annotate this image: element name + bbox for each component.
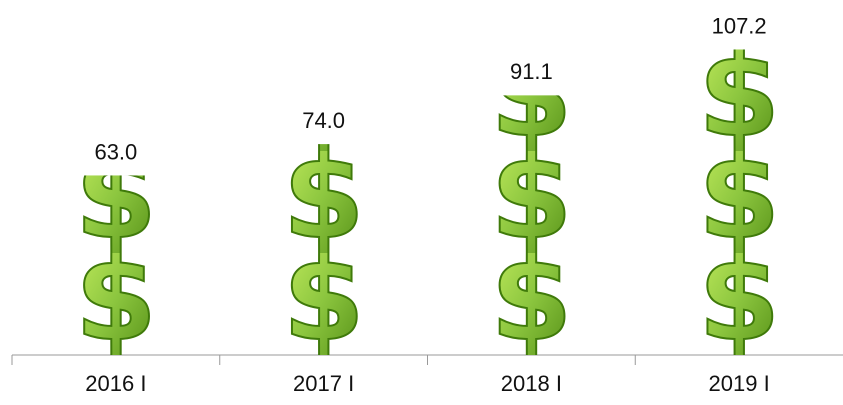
value-label: 91.1 xyxy=(510,59,553,84)
bar xyxy=(491,95,572,356)
x-tick-label: 2019 I xyxy=(709,371,770,396)
value-label: 74.0 xyxy=(302,108,345,133)
x-tick-label: 2016 I xyxy=(85,371,146,396)
bar xyxy=(699,49,780,355)
value-label: 63.0 xyxy=(94,139,137,164)
x-tick-label: 2017 I xyxy=(293,371,354,396)
x-tick-label: 2018 I xyxy=(501,371,562,396)
value-label: 107.2 xyxy=(712,13,767,38)
bar xyxy=(283,144,364,355)
bar xyxy=(75,175,156,355)
